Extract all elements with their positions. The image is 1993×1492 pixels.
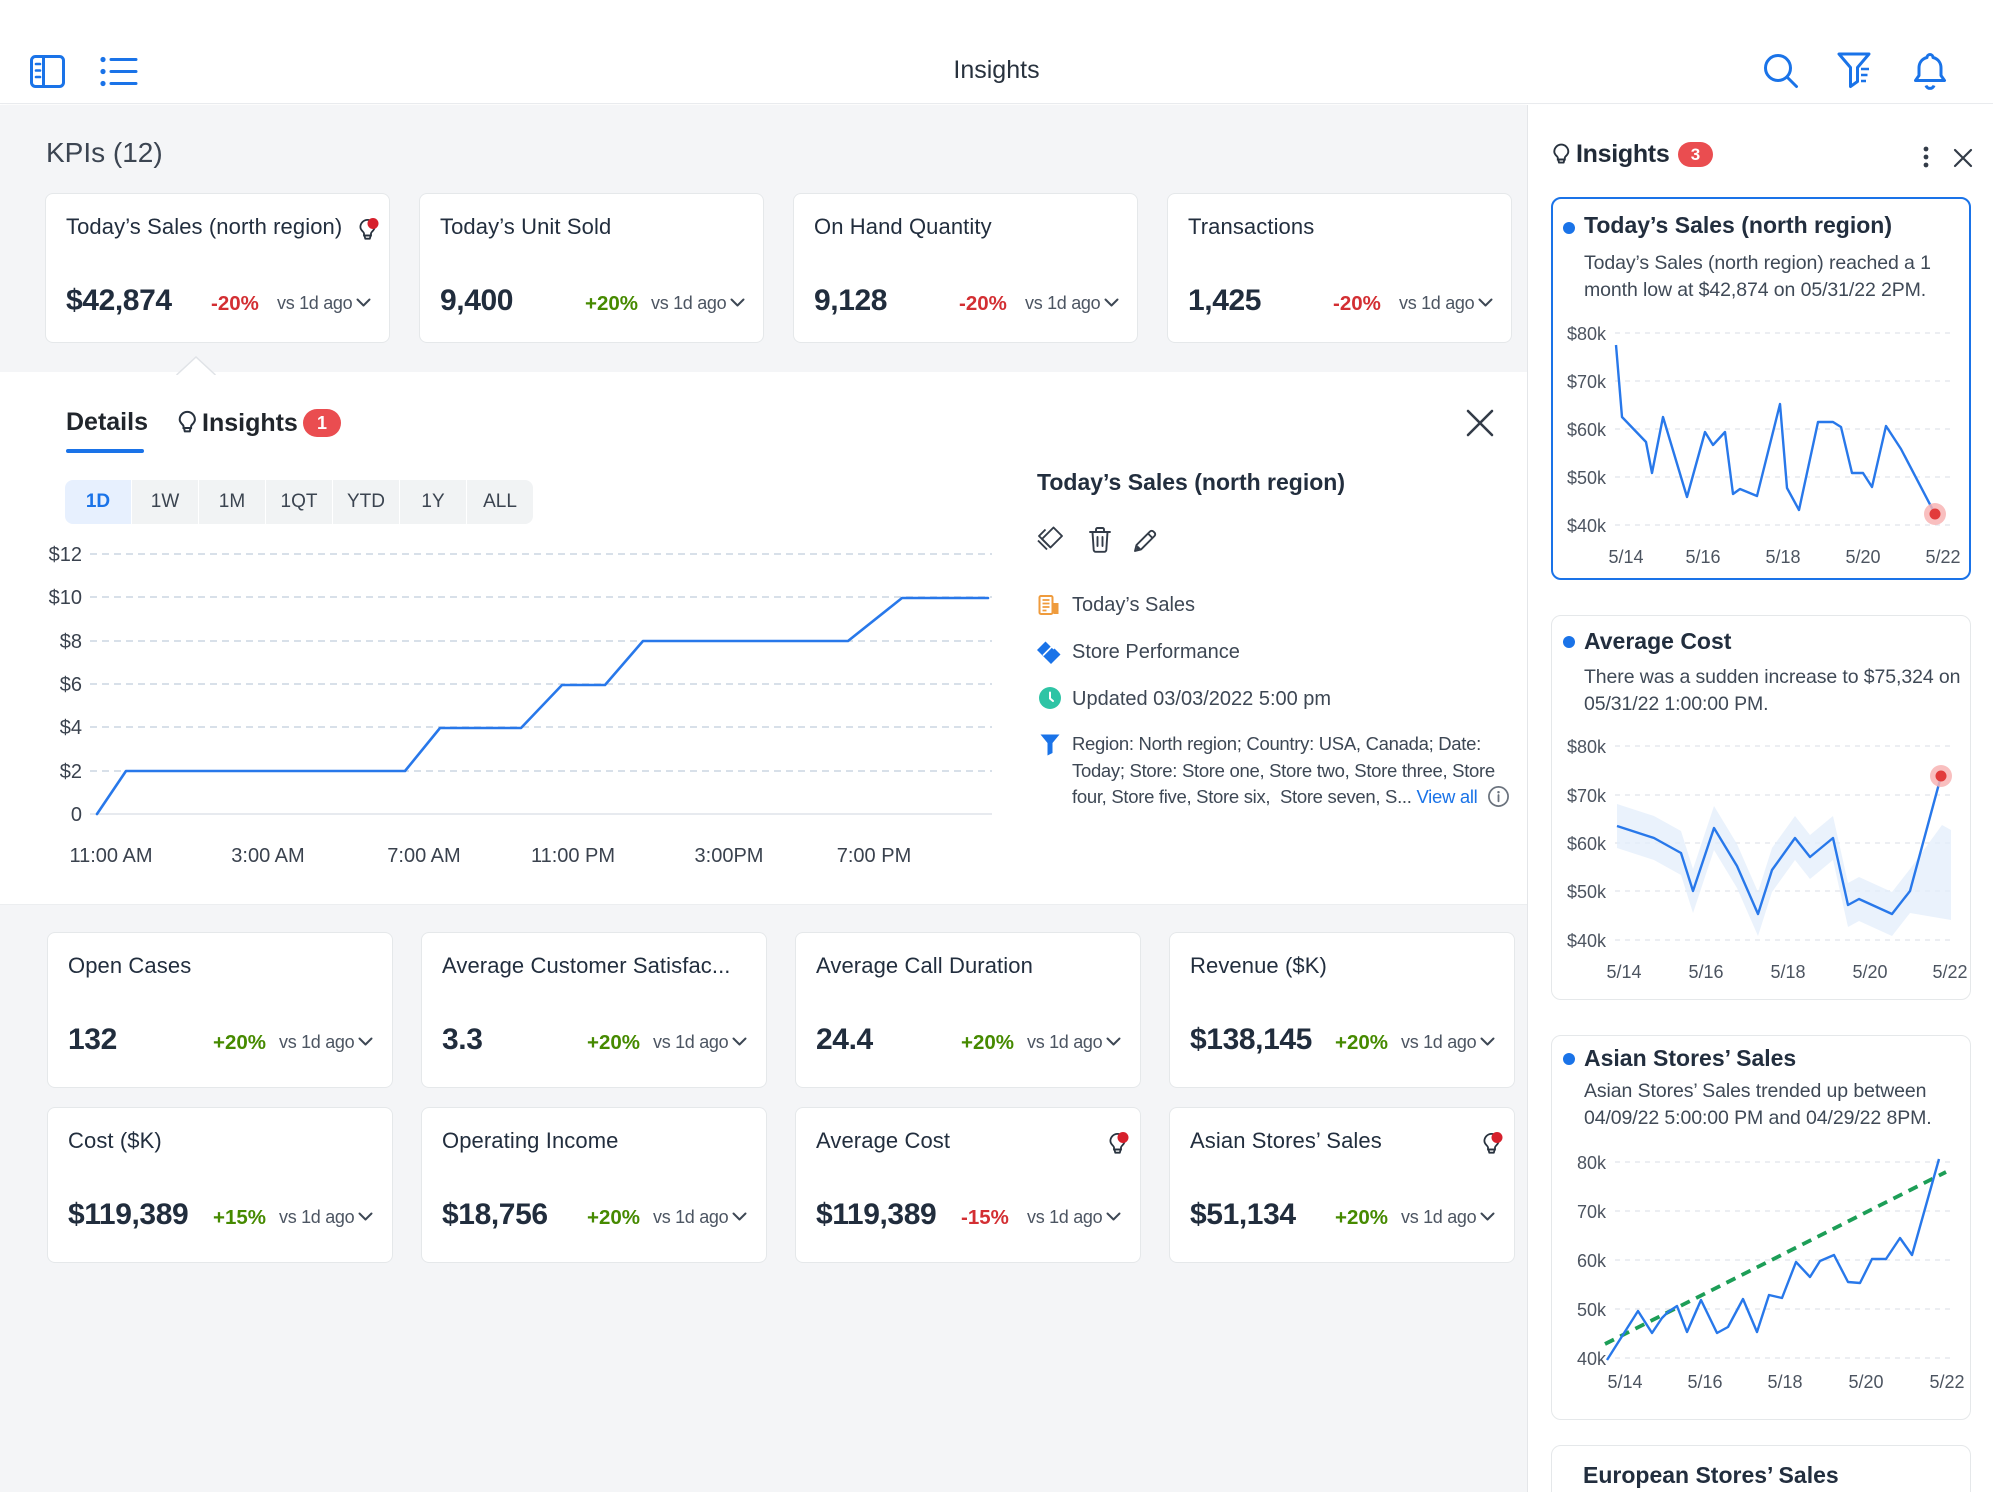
- svg-text:$80k: $80k: [1567, 324, 1607, 344]
- svg-text:5/20: 5/20: [1845, 547, 1880, 567]
- svg-text:5/18: 5/18: [1765, 547, 1800, 567]
- svg-text:60k: 60k: [1577, 1251, 1607, 1271]
- svg-text:5/16: 5/16: [1688, 962, 1723, 982]
- svg-text:5/16: 5/16: [1687, 1372, 1722, 1392]
- svg-text:$80k: $80k: [1567, 737, 1607, 757]
- svg-text:5/18: 5/18: [1770, 962, 1805, 982]
- svg-text:5/14: 5/14: [1607, 1372, 1642, 1392]
- svg-text:$8: $8: [60, 631, 82, 653]
- svg-text:7:00 AM: 7:00 AM: [387, 845, 460, 867]
- svg-text:11:00 PM: 11:00 PM: [531, 845, 615, 867]
- svg-text:40k: 40k: [1577, 1349, 1607, 1369]
- svg-text:5/16: 5/16: [1685, 547, 1720, 567]
- svg-text:$60k: $60k: [1567, 420, 1607, 440]
- svg-text:3:00 AM: 3:00 AM: [231, 845, 304, 867]
- svg-text:$6: $6: [60, 674, 82, 696]
- svg-text:3:00PM: 3:00PM: [695, 845, 764, 867]
- svg-text:$4: $4: [60, 717, 82, 739]
- svg-text:$10: $10: [49, 587, 82, 609]
- svg-text:$50k: $50k: [1567, 882, 1607, 902]
- svg-text:70k: 70k: [1577, 1202, 1607, 1222]
- svg-text:5/20: 5/20: [1852, 962, 1887, 982]
- svg-text:$12: $12: [49, 544, 82, 566]
- svg-text:$70k: $70k: [1567, 786, 1607, 806]
- svg-text:50k: 50k: [1577, 1300, 1607, 1320]
- svg-text:5/14: 5/14: [1608, 547, 1643, 567]
- svg-text:5/22: 5/22: [1932, 962, 1967, 982]
- svg-text:$40k: $40k: [1567, 931, 1607, 951]
- svg-text:$50k: $50k: [1567, 468, 1607, 488]
- svg-text:5/22: 5/22: [1929, 1372, 1964, 1392]
- svg-text:$2: $2: [60, 761, 82, 783]
- svg-text:7:00 PM: 7:00 PM: [837, 845, 911, 867]
- svg-text:$40k: $40k: [1567, 516, 1607, 536]
- svg-text:5/22: 5/22: [1925, 547, 1960, 567]
- svg-text:$60k: $60k: [1567, 834, 1607, 854]
- svg-text:5/20: 5/20: [1848, 1372, 1883, 1392]
- svg-text:11:00 AM: 11:00 AM: [69, 845, 152, 867]
- svg-text:5/14: 5/14: [1606, 962, 1641, 982]
- svg-text:80k: 80k: [1577, 1153, 1607, 1173]
- svg-text:5/18: 5/18: [1767, 1372, 1802, 1392]
- svg-text:$70k: $70k: [1567, 372, 1607, 392]
- svg-text:0: 0: [71, 804, 82, 826]
